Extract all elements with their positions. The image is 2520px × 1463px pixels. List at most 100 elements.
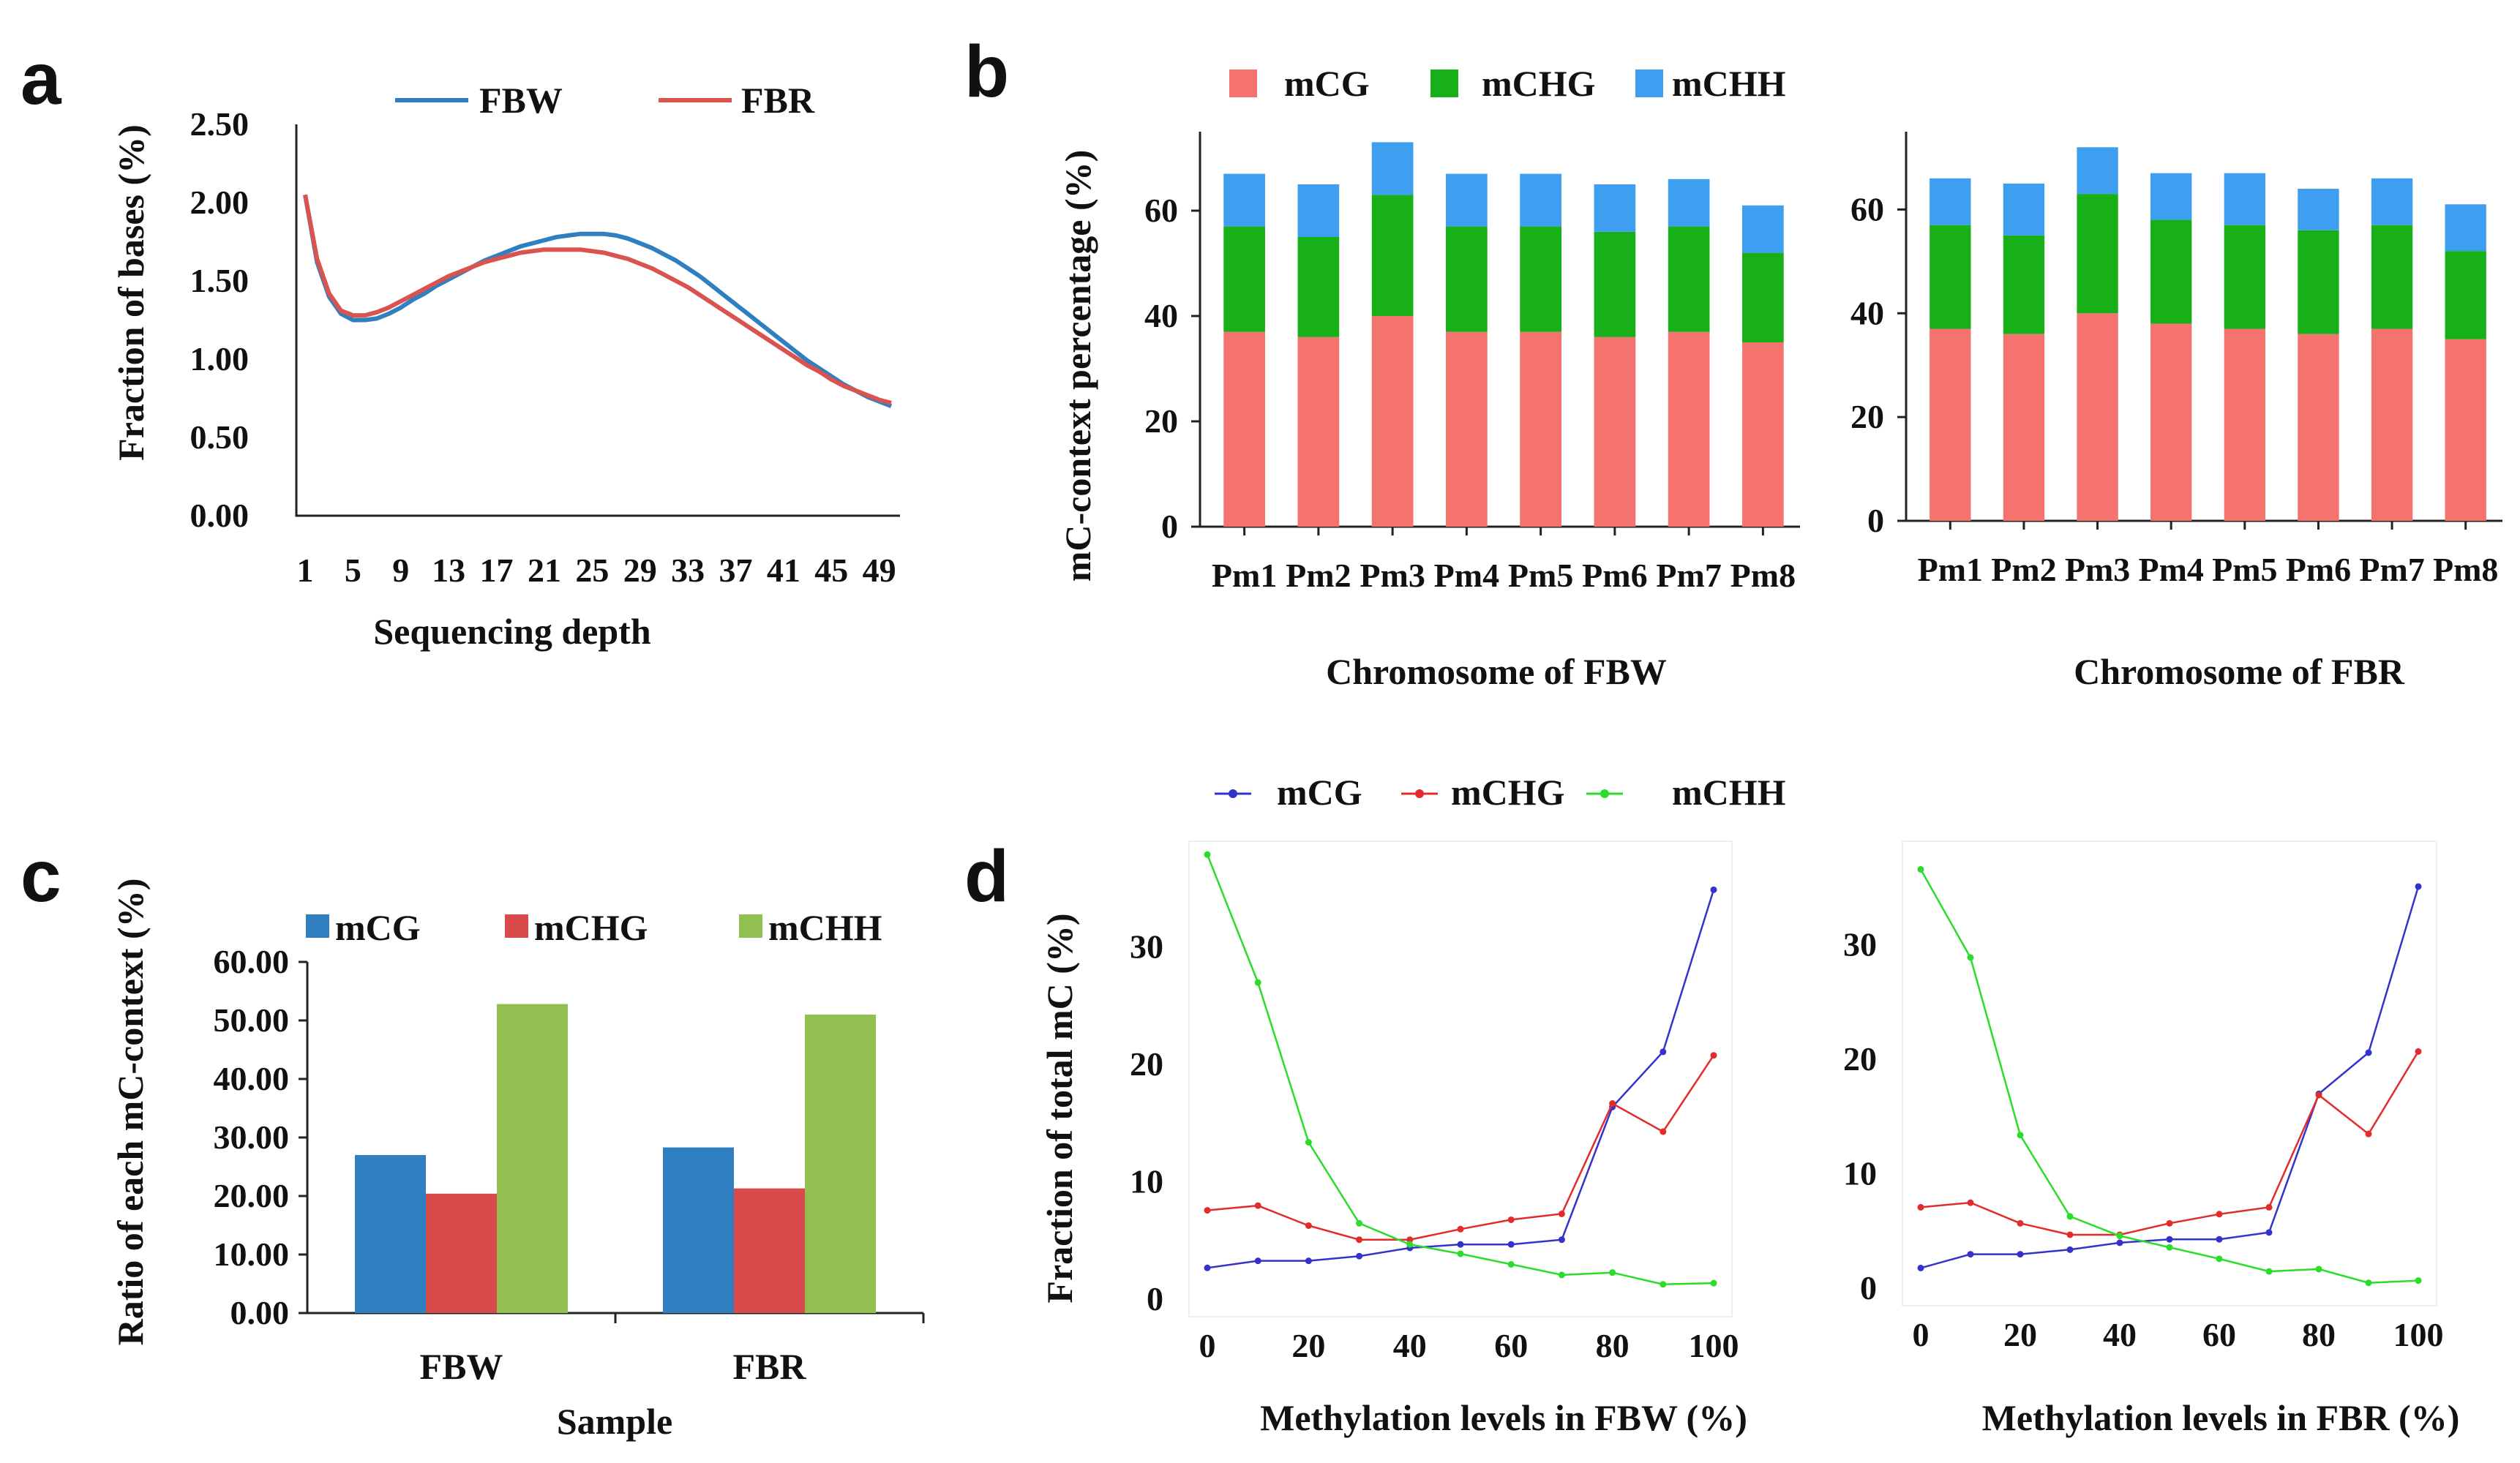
panel-b-right-y-tick-label: 20 xyxy=(1850,398,1884,435)
panel-b-right-x-tick-label: Pm5 xyxy=(2212,551,2277,588)
panel-d-right-point-mchg xyxy=(1917,1203,1924,1211)
panel-a-x-tick-label: 17 xyxy=(480,552,514,589)
panel-b-left-x-tick-label: Pm1 xyxy=(1212,557,1277,594)
panel-a-x-tick-label: 41 xyxy=(767,552,800,589)
legend-fbw-label: FBW xyxy=(479,80,563,121)
panel-d-left-point-mchg xyxy=(1305,1222,1312,1229)
panel-a-y-tick-label: 1.00 xyxy=(190,340,250,377)
panel-d-right-y-tick-label: 20 xyxy=(1843,1040,1877,1077)
panel-d-left-x-tick-label: 40 xyxy=(1393,1327,1427,1364)
panel-a-series-fbr-line xyxy=(303,194,892,405)
panel-d-left-point-mchg xyxy=(1254,1202,1261,1209)
panel-d-right-series-mcg-line xyxy=(1920,886,2420,1269)
panel-c-bar-chart: mCG mCHG mCHH Ratio of each mC-context (… xyxy=(110,879,925,1442)
panel-d-right-x-tick-label: 100 xyxy=(2393,1316,2444,1353)
panel-d-left-y-tick-label: 20 xyxy=(1130,1045,1163,1083)
panel-b-left-bar-mcg xyxy=(1297,336,1340,527)
panel-d-left-point-mchh xyxy=(1457,1250,1464,1257)
panel-a-y-axis-title: Fraction of bases (%) xyxy=(110,124,151,461)
panel-a-x-axis-title: Sequencing depth xyxy=(373,611,650,652)
panel-d-left-y-tick-label: 0 xyxy=(1147,1280,1163,1317)
panel-d-left-series-mchg-line xyxy=(1207,1055,1715,1241)
legend-mcg-marker xyxy=(1229,789,1237,798)
panel-b-left-y-tick-label: 20 xyxy=(1144,402,1178,440)
panel-d-left-y-tick-label: 10 xyxy=(1130,1162,1163,1200)
panel-d-right-y-tick-label: 0 xyxy=(1860,1269,1877,1306)
panel-d-left-point-mchh xyxy=(1558,1271,1565,1279)
panel-d-right-point-mcg xyxy=(2265,1229,2273,1236)
panel-b-left-bar-mcg xyxy=(1371,316,1414,527)
panel-d-left-series-mchh-line xyxy=(1206,854,1714,1285)
panel-b-y-axis-title: mC-context percentage (%) xyxy=(1057,150,1098,582)
panel-b-right-bar-mchh xyxy=(2445,204,2486,252)
panel-d-left-x-tick-label: 20 xyxy=(1291,1327,1325,1364)
panel-d-left-point-mchh xyxy=(1609,1269,1616,1276)
panel-b-right-bar-mchg xyxy=(2445,251,2486,339)
legend-mchg-marker xyxy=(1415,789,1424,798)
panel-d-right-plot-frame xyxy=(1902,840,2437,1306)
panel-b-left-bar-mchg xyxy=(1520,226,1561,332)
panel-c-bar-mcg xyxy=(663,1147,734,1313)
panel-d-left-point-mchg xyxy=(1609,1100,1616,1107)
panel-b-legend: mCG mCHG mCHH xyxy=(1229,63,1786,104)
panel-a-x-tick-label: 1 xyxy=(297,552,314,589)
panel-a-series-fbw-line xyxy=(303,194,893,408)
panel-a-x-tick-label: 9 xyxy=(392,552,409,589)
panel-b-left-x-tick-label: Pm3 xyxy=(1360,557,1425,594)
panel-b-right-x-tick-label: Pm8 xyxy=(2433,551,2498,588)
panel-b-right-x-tick-label: Pm6 xyxy=(2286,551,2351,588)
panel-b-left-bar-mcg xyxy=(1594,336,1636,527)
legend-mcg-swatch xyxy=(1229,69,1257,97)
panel-d-right-point-mcg xyxy=(2116,1239,2123,1246)
panel-b-right-bar-mchg xyxy=(2003,235,2045,334)
panel-b-right-x-tick-label: Pm7 xyxy=(2359,551,2424,588)
panel-c-bar-mcg xyxy=(355,1155,426,1313)
panel-d-left-point-mcg xyxy=(1507,1241,1515,1248)
panel-d-left-point-mcg xyxy=(1710,886,1717,893)
panel-b-left-bar-mchg xyxy=(1742,252,1784,342)
panel-d-right-point-mchh xyxy=(2066,1213,2074,1220)
panel-d-right-y-tick-label: 30 xyxy=(1843,925,1877,963)
panel-b-right-bar-mchh xyxy=(2077,147,2118,195)
panel-d-left-point-mchh xyxy=(1305,1139,1312,1146)
panel-d-right-point-mcg xyxy=(2166,1236,2173,1243)
panel-b-left-bar-mchg xyxy=(1223,226,1265,332)
panel-b-left-axes xyxy=(1199,132,1800,528)
panel-c-y-tick-label: 30.00 xyxy=(214,1118,290,1156)
panel-letter-b: b xyxy=(964,31,1009,113)
legend-mchh-label: mCHH xyxy=(1672,772,1786,813)
panel-c-bar-mchh xyxy=(805,1015,876,1313)
panel-b-left-bar-mchg xyxy=(1594,231,1636,337)
panel-letter-c: c xyxy=(20,835,61,917)
panel-d-left-point-mcg xyxy=(1254,1257,1261,1265)
panel-d-right-y-tick-label: 10 xyxy=(1843,1154,1877,1192)
panel-d-left-x-axis-title: Methylation levels in FBW (%) xyxy=(1260,1397,1747,1438)
panel-b-left-bar-mchh xyxy=(1668,178,1710,227)
legend-mchh-label: mCHH xyxy=(1672,63,1786,104)
panel-c-x-axis-title: Sample xyxy=(557,1401,672,1442)
panel-d-y-axis-title: Fraction of total mC (%) xyxy=(1039,913,1080,1303)
panel-b-left-bar-mchh xyxy=(1371,142,1414,195)
legend-mcg-label: mCG xyxy=(1277,772,1362,813)
panel-d-left-point-mchh xyxy=(1660,1281,1667,1288)
panel-d-right-x-tick-label: 20 xyxy=(2003,1316,2037,1353)
panel-d-left-point-mcg xyxy=(1305,1257,1312,1265)
panel-b-right-bar-mchg xyxy=(2077,194,2118,314)
panel-a-y-tick-label: 2.50 xyxy=(190,105,250,143)
panel-d-left-y-tick-label: 30 xyxy=(1130,928,1163,965)
panel-d-left-x-tick-label: 100 xyxy=(1689,1327,1739,1364)
panel-d-right-point-mchh xyxy=(2415,1277,2422,1285)
panel-c-x-tick-label: FBR xyxy=(733,1346,807,1387)
panel-d-right-point-mcg xyxy=(1917,1264,1924,1271)
panel-d-right-point-mchg xyxy=(2017,1219,2024,1227)
panel-d-left-point-mchg xyxy=(1356,1236,1363,1244)
panel-b-right-bar-mcg xyxy=(2077,313,2118,521)
panel-b-right-bar-mchg xyxy=(1930,225,1971,329)
panel-d-right-point-mchh xyxy=(2116,1233,2123,1240)
panel-d-right-point-mchh xyxy=(2265,1268,2273,1275)
panel-d-right-x-tick-label: 60 xyxy=(2202,1316,2236,1353)
panel-b-left-bar-mchh xyxy=(1594,184,1636,232)
panel-b-right-bar-mchg xyxy=(2371,225,2413,329)
panel-b-right-bar-mchh xyxy=(2224,173,2265,225)
